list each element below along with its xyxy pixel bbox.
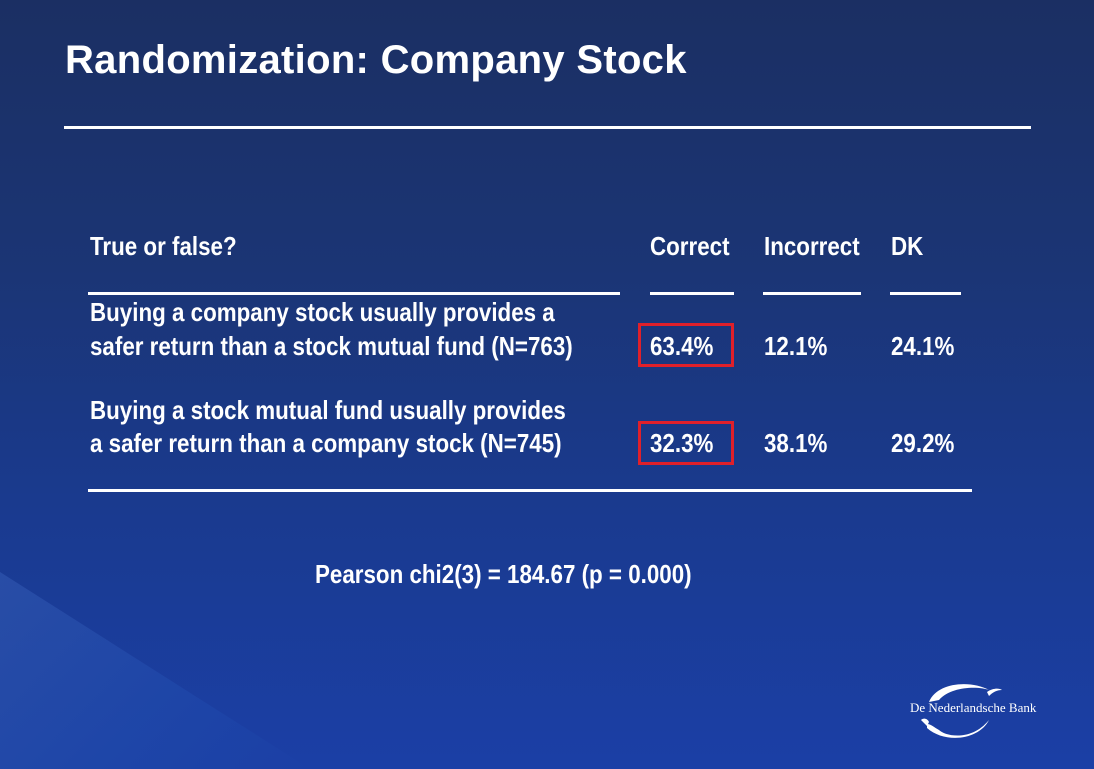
row-dk: 29.2% (891, 428, 955, 458)
highlight-box (638, 323, 734, 367)
row-correct: 32.3% (650, 428, 714, 458)
pearson-statistic: Pearson chi2(3) = 184.67 (p = 0.000) (315, 559, 692, 589)
decorative-triangle (0, 572, 310, 769)
logo-text: De Nederlandsche Bank (910, 700, 1037, 715)
row-dk: 24.1% (891, 331, 955, 361)
row-correct: 63.4% (650, 331, 714, 361)
table-bottom-rule (88, 489, 972, 492)
header-question: True or false? (90, 231, 237, 261)
title-divider (64, 126, 1031, 129)
header-correct: Correct (650, 231, 730, 261)
header-incorrect: Incorrect (764, 231, 860, 261)
row-question-line2: a safer return than a company stock (N=7… (90, 428, 562, 458)
header-rule-dk (890, 292, 961, 295)
row-question-line1: Buying a stock mutual fund usually provi… (90, 395, 566, 425)
row-incorrect: 12.1% (764, 331, 828, 361)
row-question-line1: Buying a company stock usually provides … (90, 297, 555, 327)
highlight-box (638, 421, 734, 465)
header-dk: DK (891, 231, 924, 261)
slide-title: Randomization: Company Stock (65, 38, 687, 82)
dnb-swirl-logo-icon (921, 684, 1002, 738)
row-question-line2: safer return than a stock mutual fund (N… (90, 331, 573, 361)
header-rule-incorrect (763, 292, 861, 295)
row-incorrect: 38.1% (764, 428, 828, 458)
header-rule-correct (650, 292, 734, 295)
header-rule-question (88, 292, 620, 295)
dnb-logo: De Nederlandsche Bank (905, 680, 1055, 742)
